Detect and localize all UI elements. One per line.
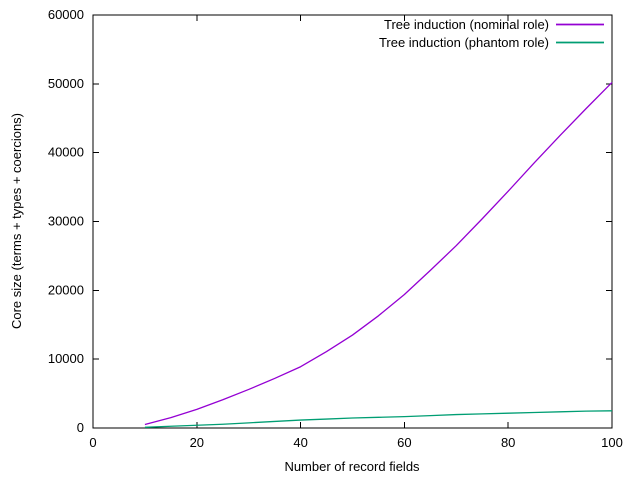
x-axis-label: Number of record fields <box>284 459 420 474</box>
y-axis-label: Core size (terms + types + coercions) <box>9 113 24 329</box>
y-tick-label: 10000 <box>48 351 84 366</box>
x-tick-label: 0 <box>89 435 96 450</box>
y-tick-label: 40000 <box>48 145 84 160</box>
y-tick-label: 30000 <box>48 214 84 229</box>
legend-label-nominal: Tree induction (nominal role) <box>384 17 549 32</box>
y-tick-label: 20000 <box>48 282 84 297</box>
x-tick-label: 100 <box>601 435 623 450</box>
plot-border <box>92 14 613 429</box>
y-tick-label: 60000 <box>48 7 84 22</box>
y-tick-label: 0 <box>77 420 84 435</box>
legend-label-phantom: Tree induction (phantom role) <box>379 35 549 50</box>
series-line-phantom <box>144 410 613 428</box>
x-tick-label: 40 <box>293 435 307 450</box>
y-tick-label: 50000 <box>48 76 84 91</box>
x-tick-label: 60 <box>397 435 411 450</box>
x-tick-label: 80 <box>501 435 515 450</box>
x-tick-label: 20 <box>190 435 204 450</box>
series-line-nominal <box>144 81 613 426</box>
